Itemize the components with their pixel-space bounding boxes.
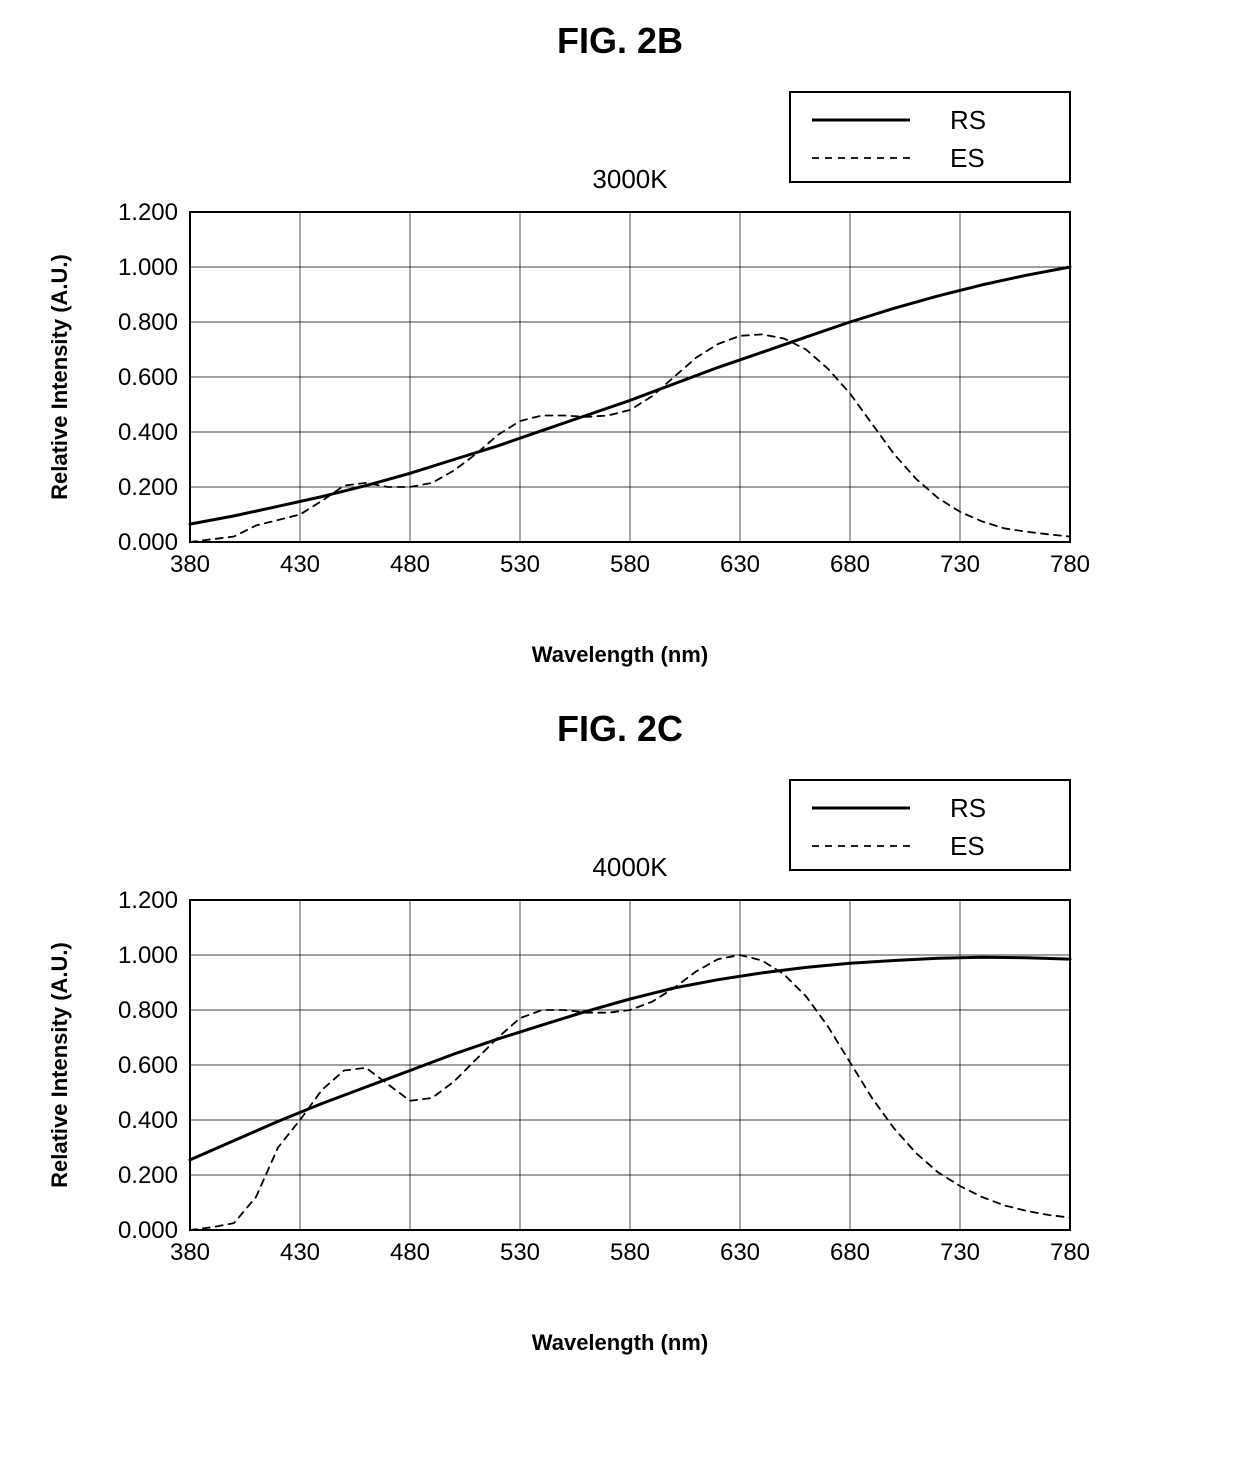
x-tick-label: 580 — [610, 1239, 650, 1266]
chart-block: Relative Intensity (A.U.)RSES3000K0.0000… — [70, 82, 1170, 668]
legend-box — [790, 92, 1070, 182]
y-tick-label: 1.200 — [118, 887, 178, 914]
x-tick-label: 530 — [500, 551, 540, 578]
x-tick-label: 680 — [830, 1239, 870, 1266]
y-tick-label: 0.400 — [118, 1107, 178, 1134]
y-axis-label: Relative Intensity (A.U.) — [47, 942, 73, 1188]
spectrum-chart: RSES4000K0.0000.2000.4000.6000.8001.0001… — [70, 770, 1130, 1290]
chart-subtitle: 4000K — [592, 852, 668, 882]
x-axis-label: Wavelength (nm) — [70, 1330, 1170, 1356]
y-axis-label: Relative Intensity (A.U.) — [47, 254, 73, 500]
figure-title: FIG. 2B — [0, 20, 1240, 62]
legend-label-rs: RS — [950, 105, 986, 135]
legend-box — [790, 780, 1070, 870]
x-tick-label: 780 — [1050, 551, 1090, 578]
y-tick-label: 1.000 — [118, 942, 178, 969]
y-tick-label: 0.200 — [118, 1162, 178, 1189]
y-tick-label: 1.200 — [118, 199, 178, 226]
x-tick-label: 630 — [720, 1239, 760, 1266]
x-axis-label: Wavelength (nm) — [70, 642, 1170, 668]
chart-subtitle: 3000K — [592, 164, 668, 194]
x-tick-label: 480 — [390, 551, 430, 578]
x-tick-label: 480 — [390, 1239, 430, 1266]
figure-title: FIG. 2C — [0, 708, 1240, 750]
x-tick-label: 430 — [280, 1239, 320, 1266]
x-tick-label: 580 — [610, 551, 650, 578]
spectrum-chart: RSES3000K0.0000.2000.4000.6000.8001.0001… — [70, 82, 1130, 602]
x-tick-label: 530 — [500, 1239, 540, 1266]
y-tick-label: 0.400 — [118, 419, 178, 446]
y-tick-label: 0.200 — [118, 474, 178, 501]
y-tick-label: 0.600 — [118, 1052, 178, 1079]
x-tick-label: 730 — [940, 551, 980, 578]
legend-label-rs: RS — [950, 793, 986, 823]
x-tick-label: 630 — [720, 551, 760, 578]
x-tick-label: 680 — [830, 551, 870, 578]
y-tick-label: 1.000 — [118, 254, 178, 281]
x-tick-label: 380 — [170, 551, 210, 578]
x-tick-label: 730 — [940, 1239, 980, 1266]
x-tick-label: 380 — [170, 1239, 210, 1266]
y-tick-label: 0.600 — [118, 364, 178, 391]
x-tick-label: 430 — [280, 551, 320, 578]
chart-block: Relative Intensity (A.U.)RSES4000K0.0000… — [70, 770, 1170, 1356]
legend-label-es: ES — [950, 831, 985, 861]
x-tick-label: 780 — [1050, 1239, 1090, 1266]
y-tick-label: 0.800 — [118, 997, 178, 1024]
legend-label-es: ES — [950, 143, 985, 173]
y-tick-label: 0.800 — [118, 309, 178, 336]
